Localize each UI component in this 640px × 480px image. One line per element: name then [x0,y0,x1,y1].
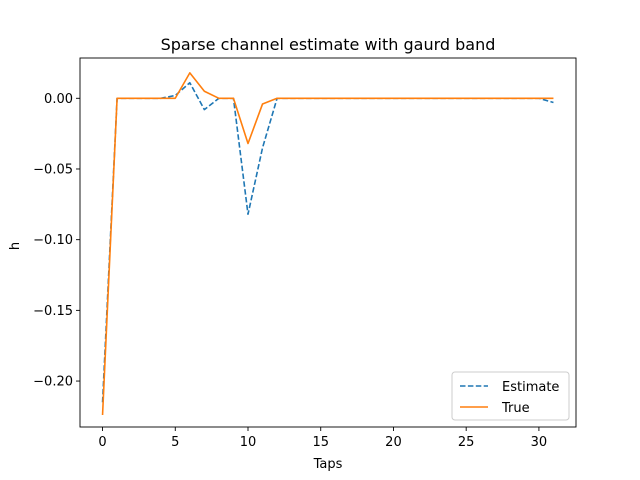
series-line-true [101,72,554,416]
y-tick-label: −0.20 [33,375,73,390]
x-tick-label: 5 [171,435,179,450]
y-axis-label: h [8,242,23,250]
legend-label-estimate: Estimate [502,380,559,395]
y-tick-label: 0.00 [44,92,73,107]
chart-title: Sparse channel estimate with gaurd band [161,35,496,54]
y-tick-label: −0.05 [33,162,73,177]
legend: Estimate True [451,371,570,421]
x-tick-label: 0 [98,435,106,450]
x-axis-label: Taps [313,457,343,472]
legend-box [451,371,570,421]
y-tick-label: −0.10 [33,233,73,248]
axes-frame [79,57,577,428]
x-tick-label: 25 [458,435,475,450]
plot-area: 0 5 10 15 20 25 30 −0.20 −0.15 −0.10 −0.05 0.00 [33,57,577,450]
legend-label-true: True [501,401,530,416]
x-tick-label: 30 [531,435,548,450]
x-tick-label: 20 [385,435,402,450]
x-tick-label: 15 [312,435,329,450]
x-tick-label: 10 [240,435,257,450]
y-tick-label: −0.15 [33,304,73,319]
